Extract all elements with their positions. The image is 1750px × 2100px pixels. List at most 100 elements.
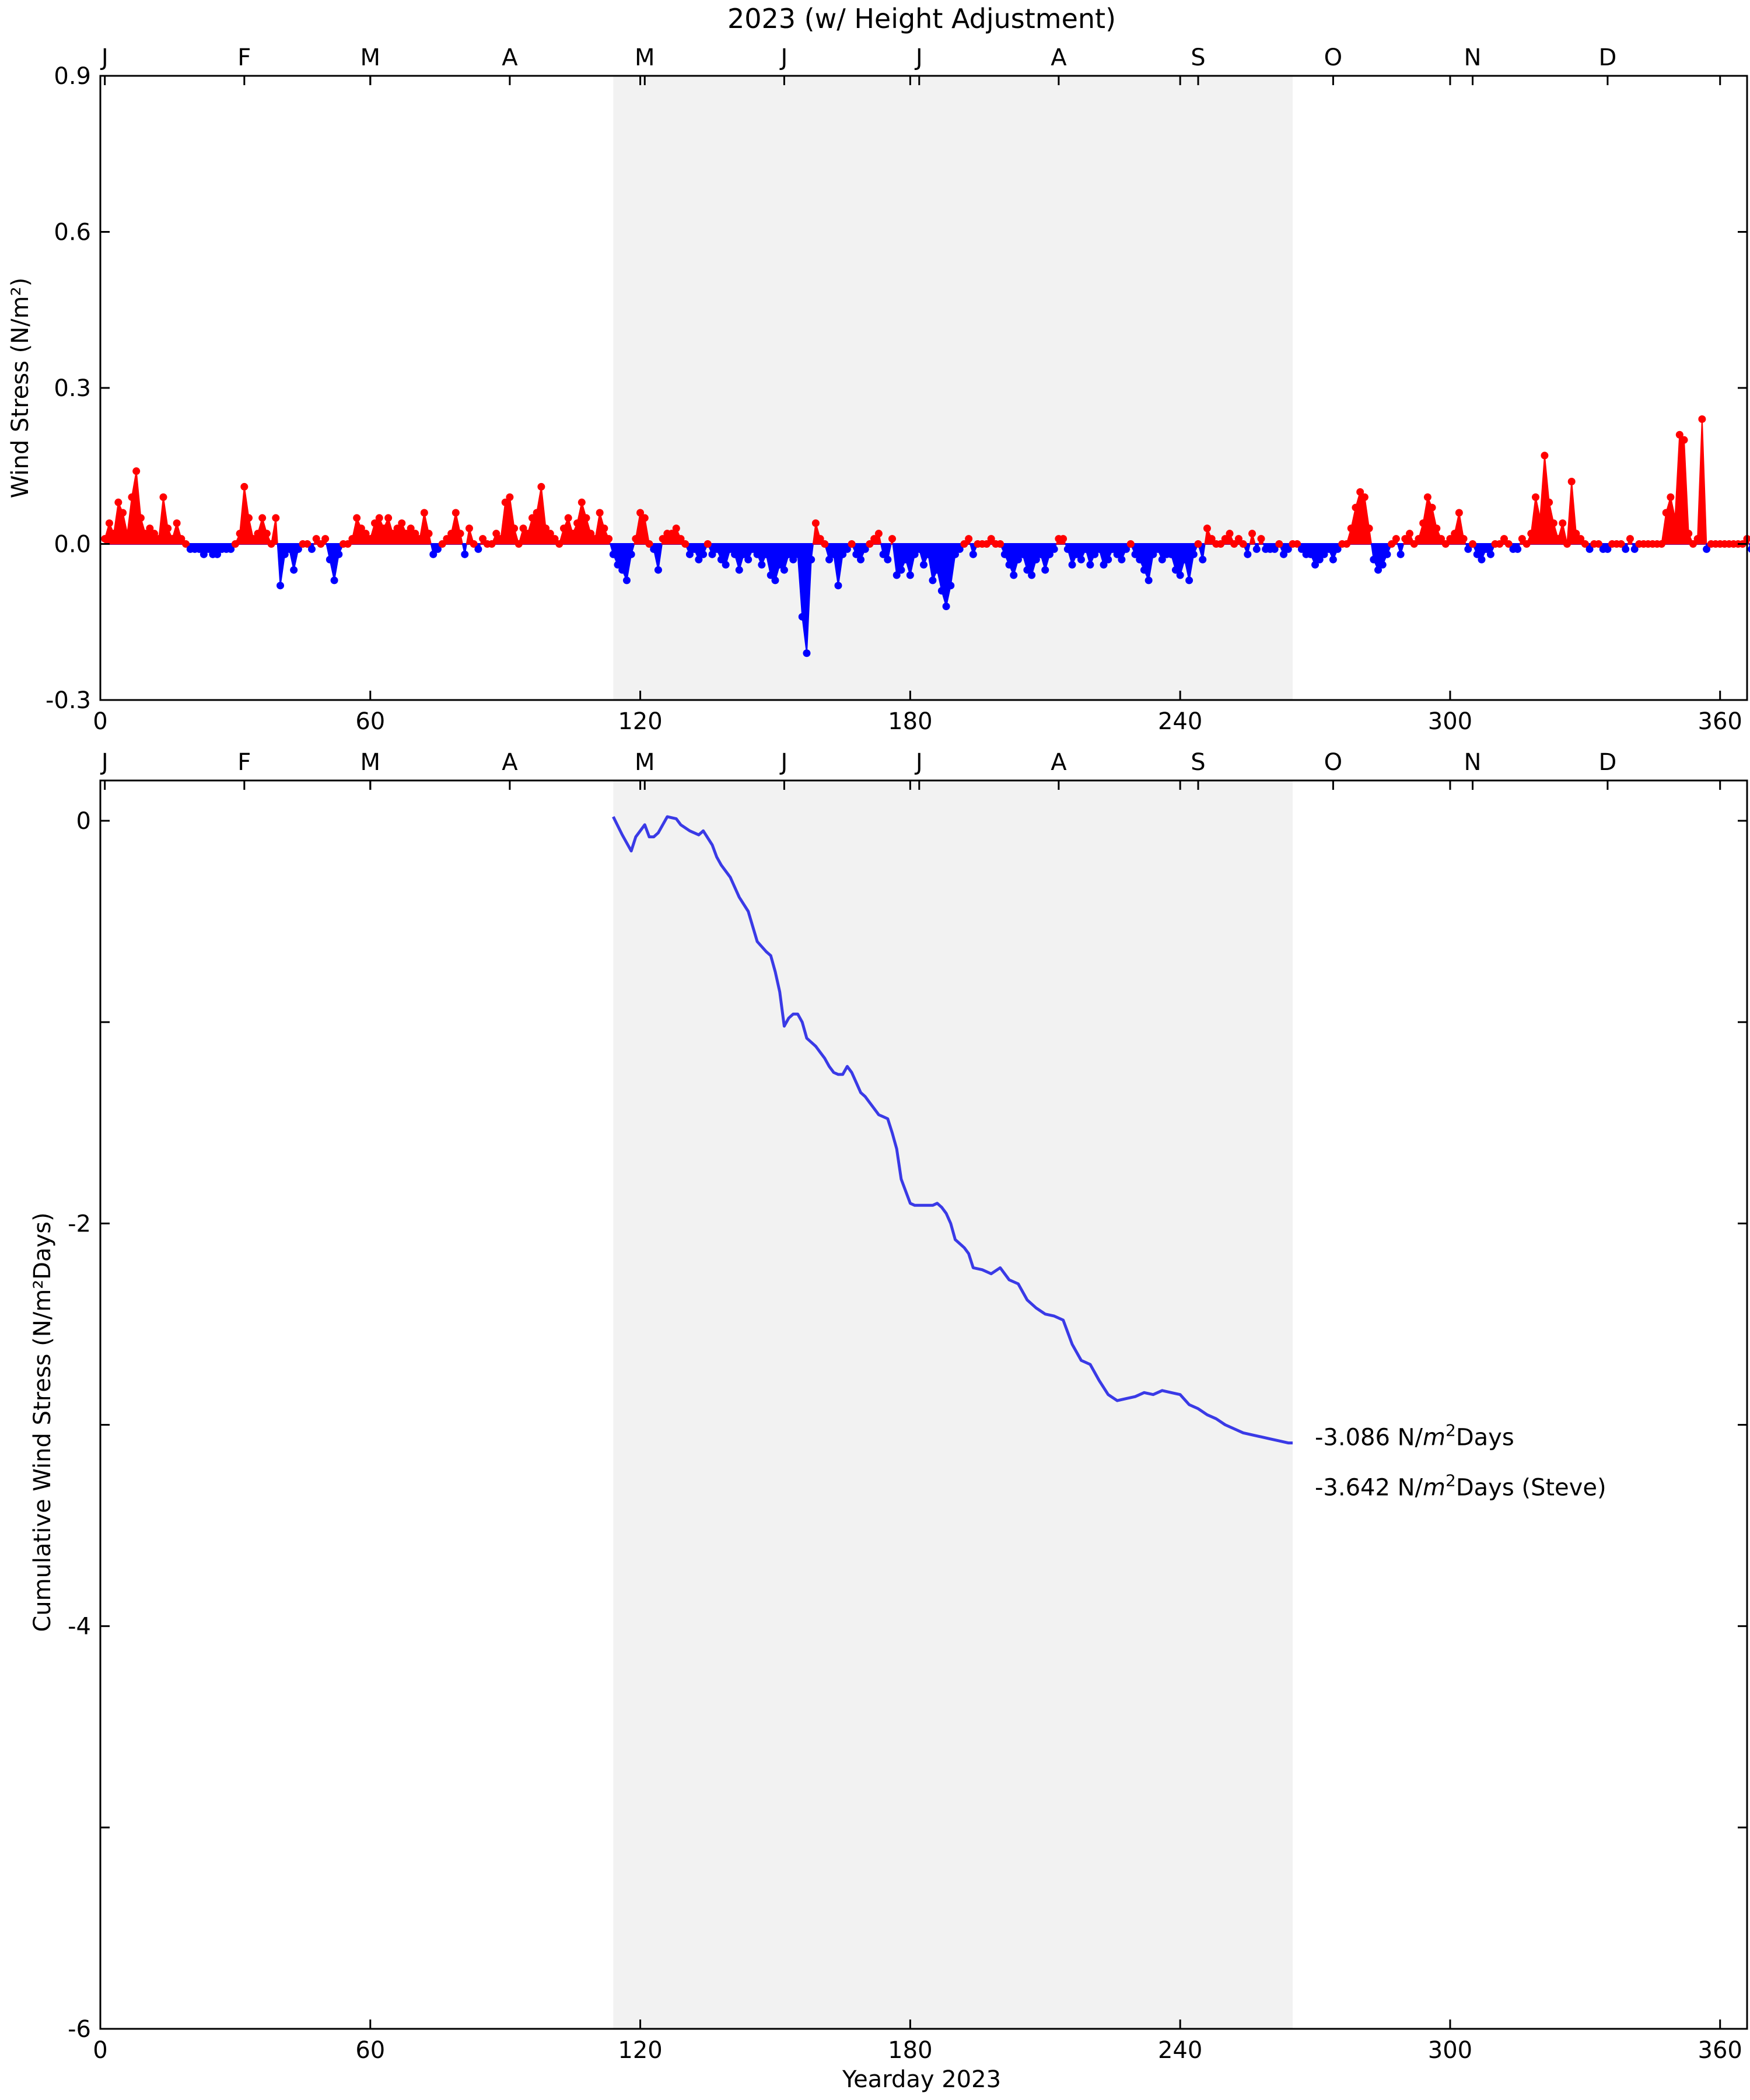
wind-stress-point [645,540,653,548]
wind-stress-point [937,587,946,595]
wind-stress-point [168,535,176,543]
wind-stress-point [1280,550,1288,558]
wind-stress-point [1545,498,1553,506]
x-tick-label: 180 [888,708,932,735]
wind-stress-point [555,540,564,548]
wind-stress-point [227,545,235,553]
wind-stress-point [294,545,302,553]
wind-stress-point [1167,550,1175,558]
wind-stress-point [1559,519,1567,527]
annotation-cumulative: -3.086 N/m2Days [1315,1420,1514,1451]
wind-stress-point [591,535,599,543]
wind-stress-point [353,514,361,522]
wind-stress-point [1230,540,1238,548]
wind-stress-point [335,550,343,558]
wind-stress-point [402,530,410,538]
wind-stress-point [1486,550,1494,558]
wind-stress-point [1136,555,1144,564]
wind-stress-point [182,540,190,548]
wind-stress-point [1000,550,1009,558]
wind-stress-point [902,555,910,564]
wind-stress-point [1293,540,1301,548]
wind-stress-point [1374,566,1382,574]
y-tick-label: 0.6 [54,219,91,246]
wind-stress-point [267,540,275,548]
wind-stress-point [155,535,163,543]
wind-stress-point [965,535,973,543]
wind-stress-point [524,530,532,538]
wind-stress-point [1122,545,1130,553]
wind-stress-point [956,545,964,553]
wind-stress-point [438,540,446,548]
axis-ticks: 0 60 120 180 240 300 360 -6 -4 -2 0 J F M A M J J A S O N D [68,749,1747,2064]
wind-stress-point [1365,524,1373,533]
wind-stress-point [1478,555,1486,564]
month-label: J [779,44,788,71]
wind-stress-point [1203,524,1211,533]
wind-stress-point [1334,545,1342,553]
wind-stress-point [110,530,118,538]
wind-stress-point [1347,524,1355,533]
x-tick-label: 60 [355,708,385,735]
wind-stress-point [834,582,842,590]
wind-stress-point [1423,493,1432,501]
wind-stress-point [1063,545,1072,553]
wind-stress-point [982,540,991,548]
wind-stress-point [132,467,141,475]
wind-stress-segment [275,517,278,545]
month-label: A [1051,749,1067,776]
wind-stress-point [740,550,748,558]
wind-stress-point [114,498,123,506]
y-axis-label: Cumulative Wind Stress (N/m²Days) [29,1212,56,1632]
month-label: D [1598,44,1616,71]
wind-stress-point [1680,436,1688,444]
wind-stress-point [546,530,554,538]
cumulative-line [612,815,1293,1445]
wind-stress-point [1410,540,1418,548]
wind-stress-point [1068,561,1076,569]
wind-stress-point [461,550,469,558]
x-tick-label: 360 [1698,708,1742,735]
wind-stress-point [906,571,914,579]
wind-stress-point [1378,561,1387,569]
wind-stress-point [146,524,154,533]
wind-stress-point [1527,530,1535,538]
wind-stress-point [852,550,860,558]
wind-stress-point [425,530,433,538]
wind-stress-segment [1202,543,1206,560]
wind-stress-point [1307,550,1315,558]
wind-stress-point [1108,545,1116,553]
wind-stress-point [1504,540,1513,548]
wind-stress-point [1244,550,1252,558]
wind-stress-point [1275,540,1283,548]
wind-stress-point [1549,519,1558,527]
month-label: O [1324,44,1342,71]
wind-stress-point [1657,540,1665,548]
y-tick-label: 0.9 [54,63,91,90]
wind-stress-point [1388,540,1396,548]
wind-stress-panel: 0 60 120 180 240 300 360 -0.3 0.0 0.3 0.6 0.9 J F M A M J… [7,44,1750,735]
month-label: M [635,44,655,71]
wind-stress-point [411,530,419,538]
wind-stress-point [1460,535,1468,543]
wind-stress-point [433,545,442,553]
wind-stress-point [254,530,262,538]
wind-stress-point [1252,545,1261,553]
wind-stress-point [303,540,312,548]
wind-stress-point [857,555,865,564]
wind-stress-point [1194,540,1202,548]
x-tick-label: 180 [888,2037,932,2064]
wind-stress-point [559,524,568,533]
wind-stress-point [569,530,577,538]
y-axis-label: Wind Stress (N/m²) [7,278,34,499]
wind-stress-point [362,530,370,538]
wind-stress-point [528,514,536,522]
wind-stress-point [452,509,460,517]
wind-stress-point [1091,550,1099,558]
wind-stress-point [794,550,802,558]
wind-stress-point [1604,545,1612,553]
wind-stress-point [636,509,645,517]
month-label: O [1324,749,1342,776]
wind-stress-point [996,540,1005,548]
wind-stress-point [429,550,438,558]
